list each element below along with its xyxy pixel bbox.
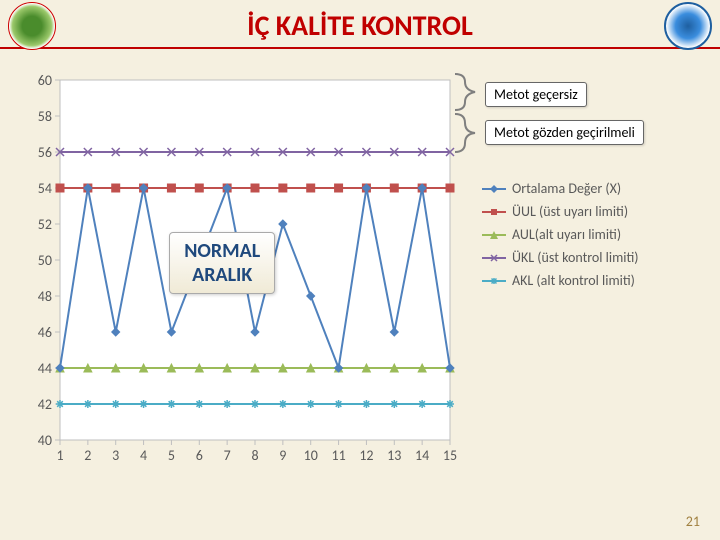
svg-text:60: 60	[38, 72, 52, 89]
svg-text:46: 46	[38, 324, 52, 341]
svg-text:56: 56	[38, 144, 52, 161]
svg-text:12: 12	[359, 447, 373, 464]
bracket-gecersiz	[450, 72, 480, 112]
svg-text:48: 48	[38, 288, 52, 305]
svg-text:50: 50	[38, 252, 52, 269]
page-title: İÇ KALİTE KONTROL	[10, 8, 710, 43]
svg-text:6: 6	[196, 447, 203, 464]
center-line2: ARALIK	[192, 263, 252, 287]
agency-logo	[664, 2, 712, 50]
svg-text:1: 1	[56, 447, 63, 464]
svg-text:44: 44	[38, 360, 52, 377]
svg-text:7: 7	[224, 447, 231, 464]
svg-text:3: 3	[112, 447, 119, 464]
control-chart: 4042444648505254565860123456789101112131…	[20, 70, 460, 470]
svg-text:11: 11	[331, 447, 345, 464]
legend-item-ukl: ÜKL (üst kontrol limiti)	[480, 249, 639, 266]
annotation-gozden: Metot gözden geçirilmeli	[485, 120, 644, 145]
svg-text:5: 5	[168, 447, 175, 464]
center-line1: NORMAL	[184, 239, 260, 263]
legend-item-uul: ÜUL (üst uyarı limiti)	[480, 203, 639, 220]
page-number: 21	[686, 513, 700, 530]
svg-text:8: 8	[251, 447, 258, 464]
normal-range-label: NORMAL ARALIK	[169, 232, 275, 294]
chart-legend: Ortalama Değer (X) ÜUL (üst uyarı limiti)…	[480, 180, 639, 295]
svg-text:10: 10	[304, 447, 318, 464]
svg-text:13: 13	[387, 447, 401, 464]
svg-text:42: 42	[38, 396, 52, 413]
svg-text:58: 58	[38, 108, 52, 125]
bracket-gozden	[450, 112, 480, 154]
svg-text:9: 9	[279, 447, 286, 464]
legend-item-aul: AUL(alt uyarı limiti)	[480, 226, 639, 243]
legend-item-akl: AKL (alt kontrol limiti)	[480, 272, 639, 289]
header: İÇ KALİTE KONTROL	[0, 0, 720, 49]
svg-text:54: 54	[38, 180, 52, 197]
annotation-gecersiz: Metot geçersiz	[485, 82, 587, 107]
svg-text:2: 2	[84, 447, 91, 464]
svg-text:52: 52	[38, 216, 52, 233]
svg-text:4: 4	[140, 447, 147, 464]
svg-text:40: 40	[38, 432, 52, 449]
legend-item-ortalama: Ortalama Değer (X)	[480, 180, 639, 197]
svg-text:14: 14	[415, 447, 429, 464]
svg-text:15: 15	[443, 447, 457, 464]
ministry-logo	[8, 2, 56, 50]
